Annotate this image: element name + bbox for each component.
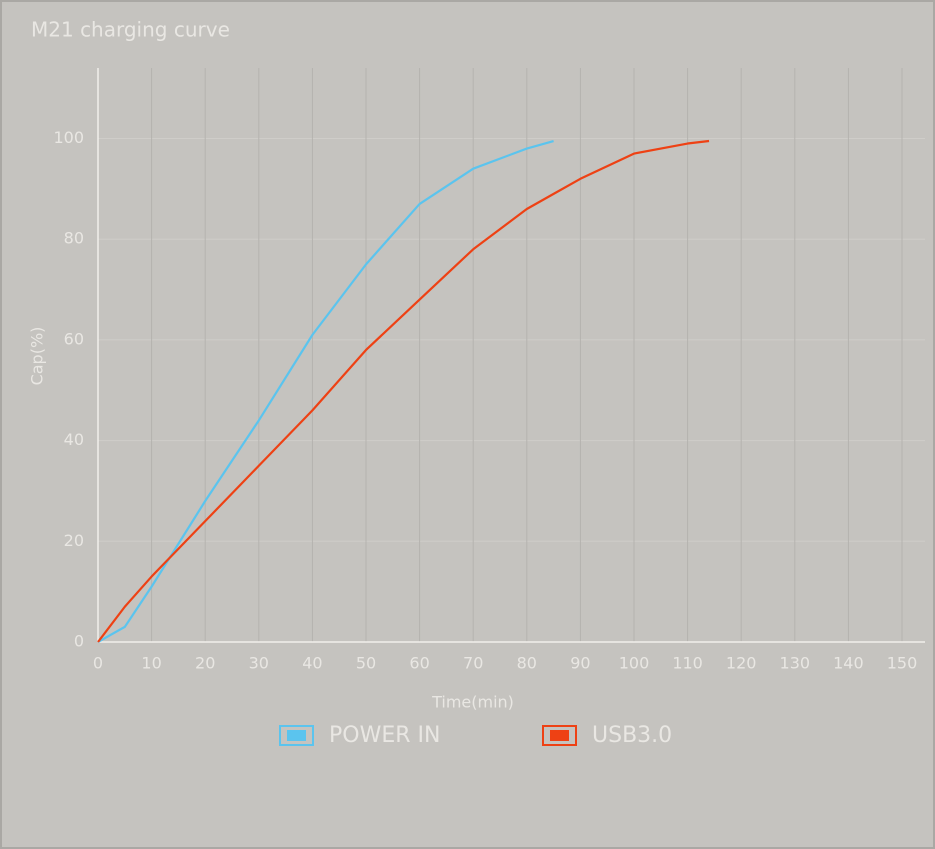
x-tick-label: 110 [672,654,703,673]
x-tick-label: 10 [141,654,161,673]
chart-title: M21 charging curve [31,18,230,42]
x-tick-label: 30 [249,654,269,673]
x-tick-label: 70 [463,654,483,673]
y-tick-label: 100 [53,128,84,147]
y-tick-label: 80 [64,229,84,248]
x-tick-label: 140 [833,654,864,673]
legend-swatch-fill [287,730,306,741]
x-tick-label: 80 [517,654,537,673]
x-tick-label: 20 [195,654,215,673]
y-tick-label: 60 [64,329,84,348]
x-tick-label: 40 [302,654,322,673]
y-axis-label: Cap(%) [28,327,47,386]
x-tick-label: 120 [726,654,757,673]
legend-label: USB3.0 [592,723,672,748]
y-tick-label: 40 [64,430,84,449]
x-tick-label: 50 [356,654,376,673]
legend-label: POWER IN [329,723,440,748]
y-tick-label: 0 [74,632,84,651]
x-tick-label: 100 [619,654,650,673]
y-tick-label: 20 [64,531,84,550]
legend-swatch [542,725,577,746]
x-tick-label: 0 [93,654,103,673]
line-series [97,139,710,643]
x-tick-label: 90 [570,654,590,673]
x-tick-label: 130 [780,654,811,673]
x-axis-label: Time(min) [431,693,514,712]
legend-swatch [279,725,314,746]
x-tick-label: 60 [409,654,429,673]
line-series [97,139,554,643]
legend-swatch-fill [550,730,569,741]
x-tick-label: 150 [887,654,918,673]
